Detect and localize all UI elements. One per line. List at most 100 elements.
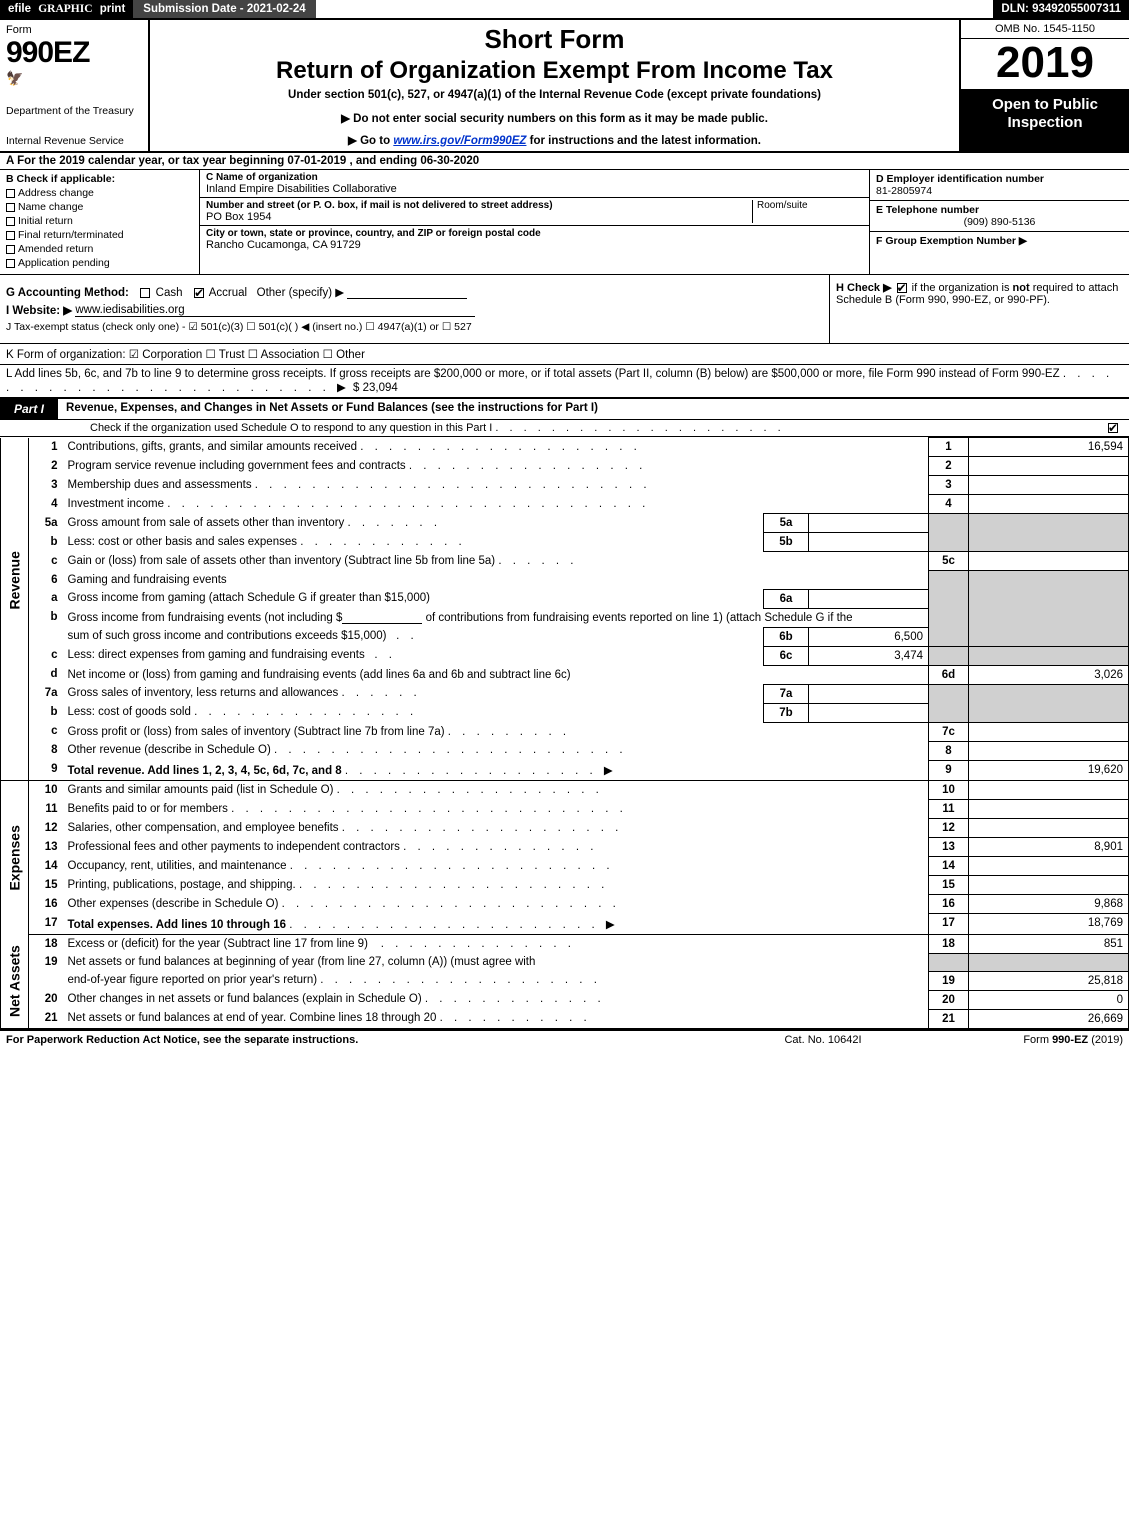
line-17-value: 18,769 — [969, 914, 1129, 935]
irs-line: Internal Revenue Service — [6, 135, 142, 147]
header-left: Form 990EZ 🦅 Department of the Treasury … — [0, 20, 150, 151]
opt-name-change[interactable]: Name change — [6, 201, 193, 213]
line-18-value: 851 — [969, 934, 1129, 953]
line-5c-value — [969, 552, 1129, 571]
ein: 81-2805974 — [876, 185, 1123, 197]
section-gij: G Accounting Method: Cash Accrual Other … — [0, 275, 829, 343]
city-label: City or town, state or province, country… — [206, 228, 863, 239]
tax-year: 2019 — [961, 39, 1129, 90]
box-def: D Employer identification number 81-2805… — [869, 170, 1129, 274]
box-c: C Name of organization Inland Empire Dis… — [200, 170, 869, 274]
graphic-label: GRAPHIC — [38, 3, 92, 15]
part-1-header: Part I Revenue, Expenses, and Changes in… — [0, 399, 1129, 420]
g-other-input[interactable] — [347, 298, 467, 299]
line-3-value — [969, 476, 1129, 495]
goto-pre: ▶ Go to — [348, 135, 393, 147]
do-not-enter: ▶ Do not enter social security numbers o… — [160, 111, 949, 125]
part-1-tab: Part I — [0, 399, 58, 419]
opt-initial-return[interactable]: Initial return — [6, 215, 193, 227]
expenses-vertical-label: Expenses — [1, 781, 29, 935]
topbar-spacer — [316, 0, 994, 18]
line-14-value — [969, 857, 1129, 876]
footer-right: Form 990-EZ (2019) — [923, 1034, 1123, 1046]
section-ghij: G Accounting Method: Cash Accrual Other … — [0, 275, 1129, 344]
row-i: I Website: ▶ www.iedisabilities.org — [6, 303, 823, 317]
opt-final-return[interactable]: Final return/terminated — [6, 229, 193, 241]
revenue-vertical-label: Revenue — [1, 438, 29, 723]
efile-label: efile — [8, 3, 31, 15]
org-address: PO Box 1954 — [206, 211, 748, 223]
header-right: OMB No. 1545-1150 2019 Open to Public In… — [959, 20, 1129, 151]
h-txt: if the organization is — [912, 282, 1013, 294]
part-1-subheader: Check if the organization used Schedule … — [0, 420, 1129, 437]
line-6a-value — [809, 589, 929, 608]
goto-post: for instructions and the latest informat… — [526, 135, 761, 147]
open-to-public: Open to Public Inspection — [961, 90, 1129, 151]
line-9-value: 19,620 — [969, 760, 1129, 781]
g-accrual-checkbox[interactable] — [194, 288, 204, 298]
line-6d-value: 3,026 — [969, 665, 1129, 684]
line-10-value — [969, 781, 1129, 800]
org-city: Rancho Cucamonga, CA 91729 — [206, 239, 863, 251]
goto-line: ▶ Go to www.irs.gov/Form990EZ for instru… — [160, 133, 949, 147]
box-b: B Check if applicable: Address change Na… — [0, 170, 200, 274]
opt-amended-return[interactable]: Amended return — [6, 243, 193, 255]
box-b-title: B Check if applicable: — [6, 173, 193, 185]
line-7a-value — [809, 684, 929, 703]
h-checkbox[interactable] — [897, 283, 907, 293]
line-13-value: 8,901 — [969, 838, 1129, 857]
line-19-value: 25,818 — [969, 971, 1129, 990]
g-label: G Accounting Method: — [6, 287, 129, 299]
line-16-value: 9,868 — [969, 895, 1129, 914]
line-6b-value: 6,500 — [809, 627, 929, 646]
line-7c-value — [969, 722, 1129, 741]
website[interactable]: www.iedisabilities.org — [75, 304, 475, 317]
form-word: Form — [6, 24, 142, 36]
box-d-label: D Employer identification number — [876, 173, 1123, 185]
return-title: Return of Organization Exempt From Incom… — [160, 57, 949, 85]
h-pre: H Check ▶ — [836, 282, 895, 294]
row-h: H Check ▶ if the organization is not req… — [829, 275, 1129, 343]
goto-link[interactable]: www.irs.gov/Form990EZ — [393, 135, 526, 147]
room-suite-label: Room/suite — [753, 200, 863, 223]
line-15-value — [969, 876, 1129, 895]
line-7b-value — [809, 703, 929, 722]
print-label: print — [100, 3, 126, 15]
line-5a-value — [809, 514, 929, 533]
g-cash-checkbox[interactable] — [140, 288, 150, 298]
line-2-value — [969, 457, 1129, 476]
opt-address-change[interactable]: Address change — [6, 187, 193, 199]
line-20-value: 0 — [969, 990, 1129, 1009]
telephone: (909) 890-5136 — [876, 216, 1123, 228]
line-11-value — [969, 800, 1129, 819]
box-c-label: C Name of organization — [206, 172, 863, 183]
opt-application-pending[interactable]: Application pending — [6, 257, 193, 269]
under-section: Under section 501(c), 527, or 4947(a)(1)… — [160, 89, 949, 101]
entity-block: B Check if applicable: Address change Na… — [0, 170, 1129, 275]
line-4-value — [969, 495, 1129, 514]
l-value: $ 23,094 — [353, 382, 398, 394]
efile-graphic-print[interactable]: efile GRAPHIC print — [0, 0, 133, 18]
line-6b-contrib-input[interactable] — [342, 623, 422, 624]
net-assets-vertical-label: Net Assets — [1, 934, 29, 1028]
line-6c-value: 3,474 — [809, 646, 929, 665]
part-1-title: Revenue, Expenses, and Changes in Net As… — [58, 399, 1129, 419]
line-1-value: 16,594 — [969, 438, 1129, 457]
line-12-value — [969, 819, 1129, 838]
footer-cat-no: Cat. No. 10642I — [723, 1034, 923, 1046]
dln: DLN: 93492055007311 — [993, 0, 1129, 18]
line-8-value — [969, 741, 1129, 760]
schedule-o-checkbox[interactable] — [1108, 423, 1118, 433]
row-a-tax-year: A For the 2019 calendar year, or tax yea… — [0, 153, 1129, 170]
box-f-label: F Group Exemption Number ▶ — [876, 235, 1027, 247]
footer-left: For Paperwork Reduction Act Notice, see … — [6, 1034, 723, 1046]
row-j: J Tax-exempt status (check only one) - ☑… — [6, 321, 823, 333]
form-header: Form 990EZ 🦅 Department of the Treasury … — [0, 20, 1129, 153]
row-k: K Form of organization: ☑ Corporation ☐ … — [0, 344, 1129, 365]
l-text: L Add lines 5b, 6c, and 7b to line 9 to … — [6, 368, 1060, 380]
header-mid: Short Form Return of Organization Exempt… — [150, 20, 959, 151]
part-1-sub-dots: . . . . . . . . . . . . . . . . . . . . … — [495, 422, 784, 434]
i-label: I Website: ▶ — [6, 305, 72, 317]
page-footer: For Paperwork Reduction Act Notice, see … — [0, 1029, 1129, 1049]
short-form-title: Short Form — [160, 24, 949, 55]
